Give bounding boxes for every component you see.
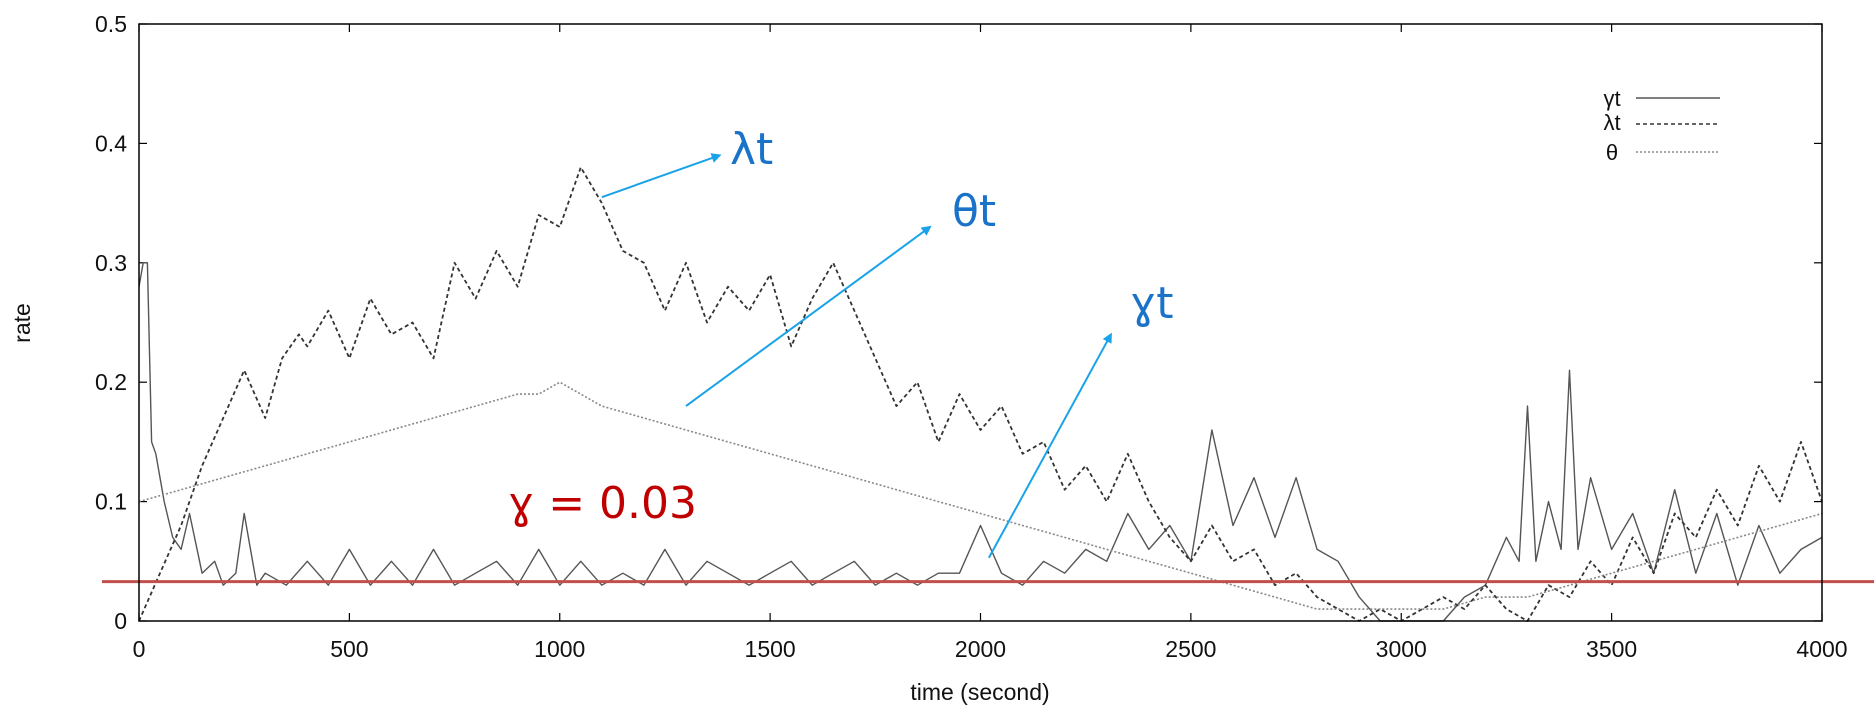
y-tick-label: 0: [114, 608, 127, 634]
x-tick-label: 2000: [955, 636, 1006, 662]
reference-line-label: ɣ = 0.03: [508, 478, 697, 529]
legend-label-theta: θ: [1606, 140, 1618, 165]
series-layer: [102, 166, 1874, 622]
x-tick-label: 2500: [1165, 636, 1216, 662]
series-gamma-line: [138, 262, 1823, 622]
y-tick-label: 0.4: [95, 130, 127, 156]
x-axis-title: time (second): [910, 679, 1049, 705]
y-tick-label: 0.5: [95, 11, 127, 37]
x-tick-label: 0: [133, 636, 146, 662]
legend: γt λt θ: [1603, 86, 1720, 165]
legend-label-gamma: γt: [1603, 86, 1620, 111]
series-theta-line: [138, 381, 1823, 610]
annotation-gamma-arrow: [988, 332, 1112, 559]
y-tick-label: 0.3: [95, 250, 127, 276]
y-tick-label: 0.2: [95, 369, 127, 395]
legend-label-lambda: λt: [1603, 110, 1620, 135]
x-tick-label: 3000: [1376, 636, 1427, 662]
annotation-layer: [601, 153, 1112, 559]
x-tick-label: 3500: [1586, 636, 1637, 662]
annotation-lambda-label: λt: [730, 124, 773, 175]
x-tick-label: 1000: [534, 636, 585, 662]
annotation-theta-label: θt: [952, 186, 996, 237]
y-tick-label: 0.1: [95, 489, 127, 515]
plot-frame: [138, 23, 1823, 622]
annotation-lambda-arrow: [601, 153, 722, 199]
axis-ticks: [138, 23, 1823, 622]
x-tick-label: 1500: [745, 636, 796, 662]
x-tick-label: 500: [330, 636, 368, 662]
tick-labels: 0 500 1000 1500 2000 2500 3000 3500 4000 0 0.1 0.2 0…: [95, 11, 1848, 662]
annotation-gamma-label: ɣt: [1130, 278, 1173, 329]
x-tick-label: 4000: [1796, 636, 1847, 662]
series-lambda-line: [138, 166, 1823, 622]
y-axis-title: rate: [9, 303, 35, 343]
annotation-theta-arrow: [685, 225, 932, 407]
